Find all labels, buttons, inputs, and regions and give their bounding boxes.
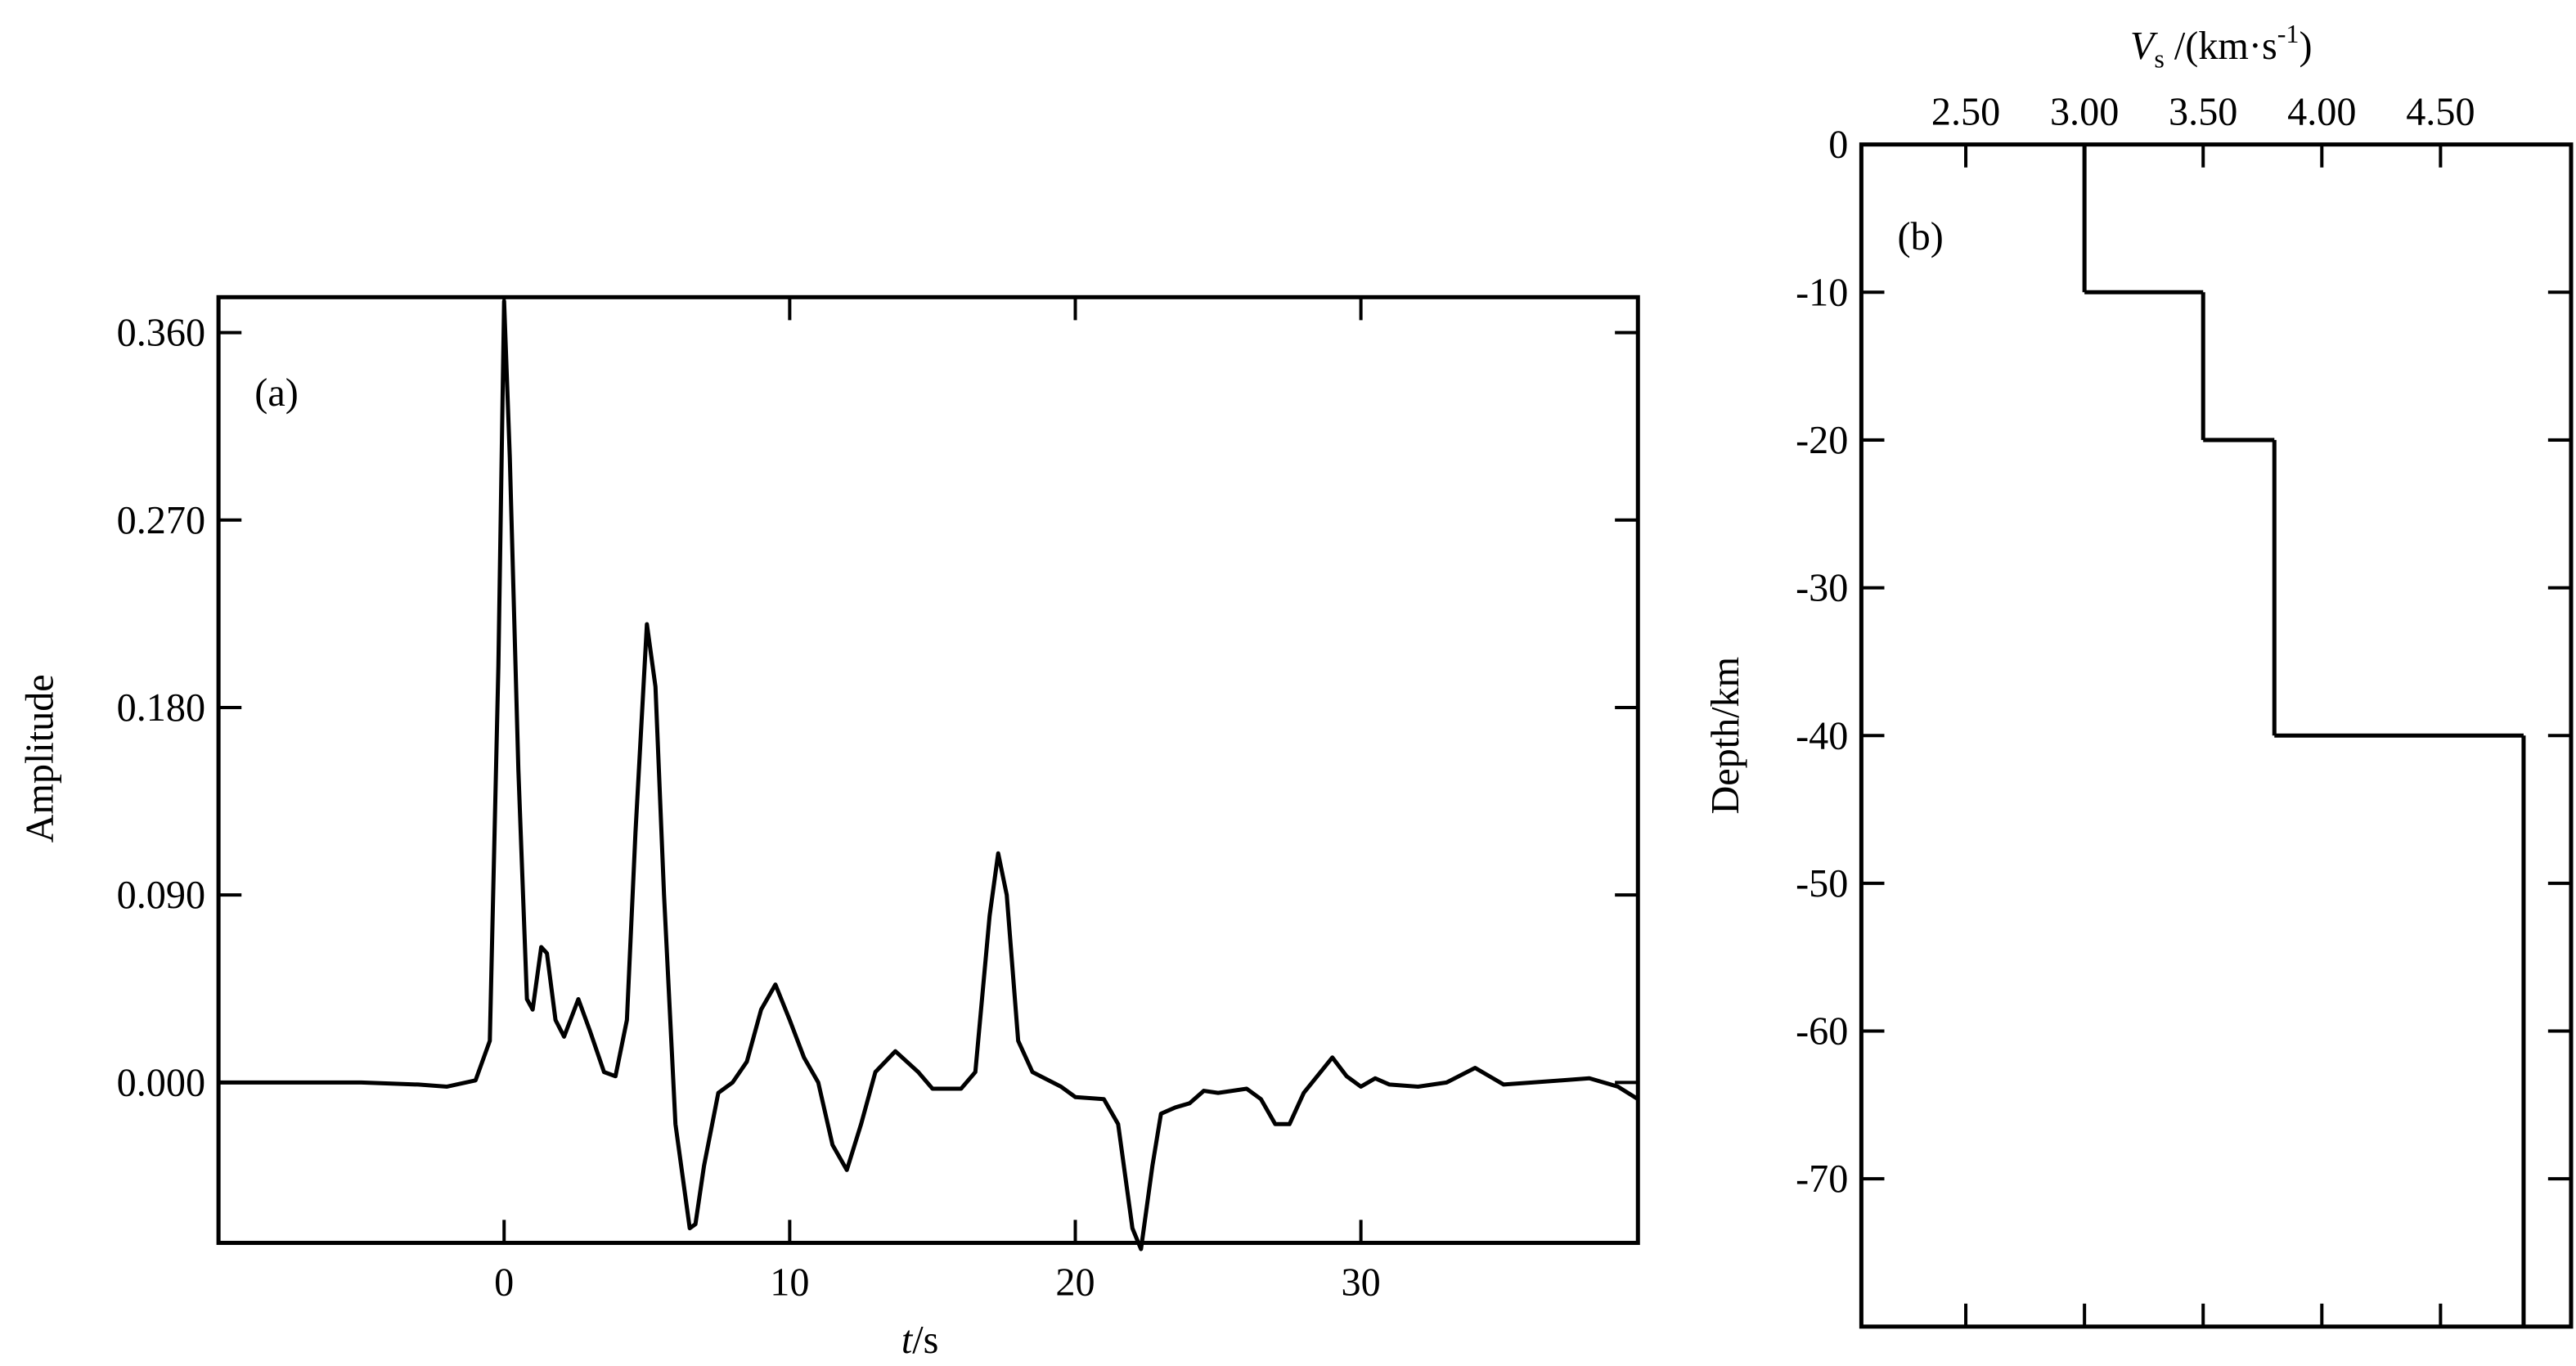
- y-tick-label: -10: [1796, 271, 1848, 314]
- y-tick-label: 0: [1828, 124, 1848, 167]
- y-tick-label: -30: [1796, 567, 1848, 610]
- y-tick-label: 0.360: [117, 312, 205, 355]
- x-label-symbol: V: [2130, 25, 2159, 68]
- x-label-subscript: s: [2154, 43, 2165, 73]
- x-label-symbol: t: [901, 1319, 914, 1362]
- panel-label: (a): [254, 371, 298, 415]
- y-tick-label: -20: [1796, 419, 1848, 462]
- y-axis-label: Amplitude: [18, 674, 61, 843]
- x-label-superscript: -1: [2277, 19, 2300, 48]
- x-tick-label: 3.50: [2169, 91, 2237, 134]
- x-label-unit: /s: [912, 1319, 938, 1362]
- y-tick-label: -60: [1796, 1010, 1848, 1054]
- x-tick-label: 10: [770, 1261, 809, 1305]
- y-tick-label: -50: [1796, 862, 1848, 905]
- x-tick-label: 0: [494, 1261, 514, 1305]
- x-tick-label: 4.50: [2406, 91, 2475, 134]
- x-label-close: ): [2299, 25, 2312, 68]
- y-axis-label: Depth/km: [1704, 657, 1747, 815]
- y-tick-label: 0.270: [117, 499, 205, 542]
- y-tick-label: -40: [1796, 714, 1848, 757]
- x-axis-label: t/s: [901, 1319, 939, 1362]
- y-tick-label: 0.090: [117, 874, 205, 917]
- x-tick-label: 2.50: [1931, 91, 2000, 134]
- line: [218, 299, 1639, 1251]
- y-tick-label: -70: [1796, 1157, 1848, 1201]
- y-tick-label: 0.000: [117, 1061, 205, 1104]
- x-tick-label: 4.00: [2287, 91, 2356, 134]
- y-tick-label: 0.180: [117, 686, 205, 730]
- x-tick-label: 3.00: [2050, 91, 2119, 134]
- x-tick-label: 30: [1342, 1261, 1381, 1305]
- x-axis-label: Vs /(km·s-1): [2130, 19, 2313, 73]
- panel-label: (b): [1898, 215, 1944, 258]
- x-tick-label: 20: [1055, 1261, 1095, 1305]
- plot-frame: [216, 294, 1640, 1245]
- x-label-unit: /(km·s: [2165, 25, 2277, 68]
